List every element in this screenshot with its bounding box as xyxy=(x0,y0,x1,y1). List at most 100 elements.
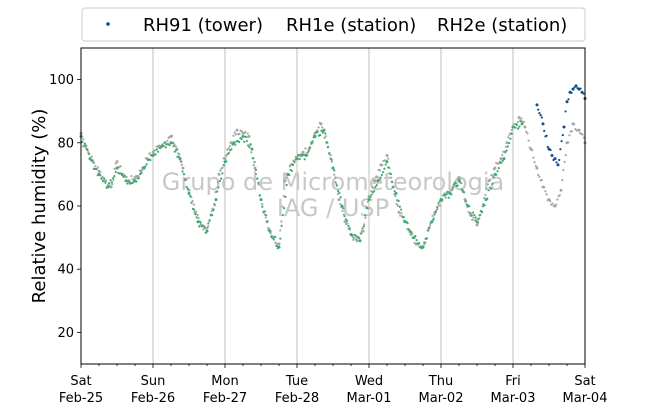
data-point xyxy=(127,180,130,183)
data-point xyxy=(232,141,236,145)
data-point xyxy=(539,114,542,117)
data-point xyxy=(565,100,569,104)
data-point xyxy=(383,167,386,170)
data-point xyxy=(301,150,305,154)
data-point xyxy=(163,141,166,144)
data-point xyxy=(321,126,324,129)
data-point xyxy=(447,196,450,199)
data-point xyxy=(190,201,193,204)
data-point xyxy=(527,139,530,142)
data-point xyxy=(256,177,259,180)
data-point xyxy=(496,170,499,173)
data-point xyxy=(378,178,381,181)
data-point xyxy=(284,195,287,198)
data-point xyxy=(348,227,351,230)
data-point xyxy=(485,187,488,190)
data-point xyxy=(343,220,347,224)
data-point xyxy=(82,145,85,148)
x-tick-label-day: Sat xyxy=(70,374,91,389)
data-point xyxy=(148,152,151,155)
data-point xyxy=(381,164,384,167)
data-point xyxy=(543,129,546,132)
data-point xyxy=(366,207,369,210)
data-point xyxy=(225,154,228,157)
data-point xyxy=(510,132,513,135)
data-point xyxy=(436,206,439,209)
data-point xyxy=(573,123,576,126)
data-point xyxy=(246,132,249,135)
data-point xyxy=(205,226,209,230)
data-point xyxy=(221,166,224,169)
data-point xyxy=(101,180,104,183)
data-point xyxy=(321,131,324,134)
data-point xyxy=(227,152,230,155)
data-point xyxy=(275,242,278,245)
data-point xyxy=(223,157,227,161)
data-point xyxy=(561,133,564,137)
data-point xyxy=(219,169,222,172)
data-point xyxy=(445,193,448,196)
data-point xyxy=(543,186,546,189)
data-point xyxy=(285,176,288,179)
data-points-layer xyxy=(79,84,587,250)
data-point xyxy=(195,216,198,219)
data-point xyxy=(196,213,199,216)
data-point xyxy=(568,134,571,137)
data-point xyxy=(432,218,435,221)
data-point xyxy=(467,210,470,214)
data-point xyxy=(505,149,508,152)
data-point xyxy=(341,209,344,213)
data-point xyxy=(249,143,252,146)
data-point xyxy=(540,116,543,119)
data-point xyxy=(570,91,573,94)
data-point xyxy=(336,192,339,196)
data-point xyxy=(280,220,283,223)
data-point xyxy=(261,205,264,208)
data-point xyxy=(213,203,216,207)
data-point xyxy=(520,117,523,120)
data-point xyxy=(90,155,93,158)
data-point xyxy=(115,166,119,170)
data-point xyxy=(235,128,239,132)
data-point xyxy=(343,215,346,218)
data-point xyxy=(203,225,206,228)
data-point xyxy=(208,219,211,222)
data-point xyxy=(293,160,296,163)
data-point xyxy=(474,218,477,221)
data-point xyxy=(502,157,506,161)
data-point xyxy=(385,153,389,157)
data-point xyxy=(193,208,196,211)
data-point xyxy=(402,215,405,219)
data-point xyxy=(303,158,306,161)
data-point xyxy=(560,140,563,143)
data-point xyxy=(520,122,524,126)
x-tick-label-date: Mar-03 xyxy=(491,391,536,406)
data-point xyxy=(415,238,418,242)
data-point xyxy=(137,175,140,178)
data-point xyxy=(186,187,189,190)
data-point xyxy=(431,214,434,217)
data-point xyxy=(298,157,301,161)
data-point xyxy=(582,92,585,95)
y-tick-label: 40 xyxy=(57,263,74,278)
data-point xyxy=(366,200,369,204)
data-point xyxy=(114,170,117,174)
data-point xyxy=(483,196,486,200)
data-point xyxy=(337,198,341,202)
data-point xyxy=(320,129,323,132)
data-point xyxy=(344,218,347,221)
x-tick-label-date: Feb-27 xyxy=(203,391,247,406)
data-point xyxy=(185,185,188,189)
data-point xyxy=(501,159,504,162)
data-point xyxy=(222,164,225,167)
data-point xyxy=(357,237,360,240)
data-point xyxy=(198,225,201,228)
data-point xyxy=(340,204,344,208)
data-point xyxy=(277,245,281,249)
data-point xyxy=(126,182,129,185)
data-point xyxy=(534,164,537,168)
series-1-points xyxy=(79,120,524,250)
data-point xyxy=(316,130,319,134)
data-point xyxy=(328,152,331,155)
data-point xyxy=(171,142,174,145)
